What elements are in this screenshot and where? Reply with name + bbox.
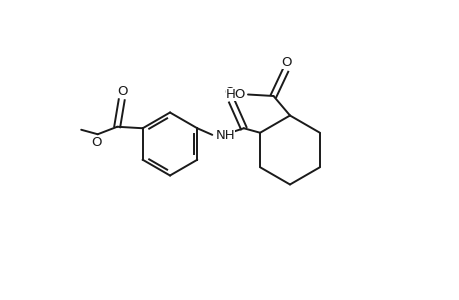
Text: NH: NH xyxy=(215,129,235,142)
Text: O: O xyxy=(224,86,234,99)
Text: O: O xyxy=(117,85,127,98)
Text: HO: HO xyxy=(226,88,246,101)
Text: O: O xyxy=(281,56,291,69)
Text: O: O xyxy=(91,136,101,149)
